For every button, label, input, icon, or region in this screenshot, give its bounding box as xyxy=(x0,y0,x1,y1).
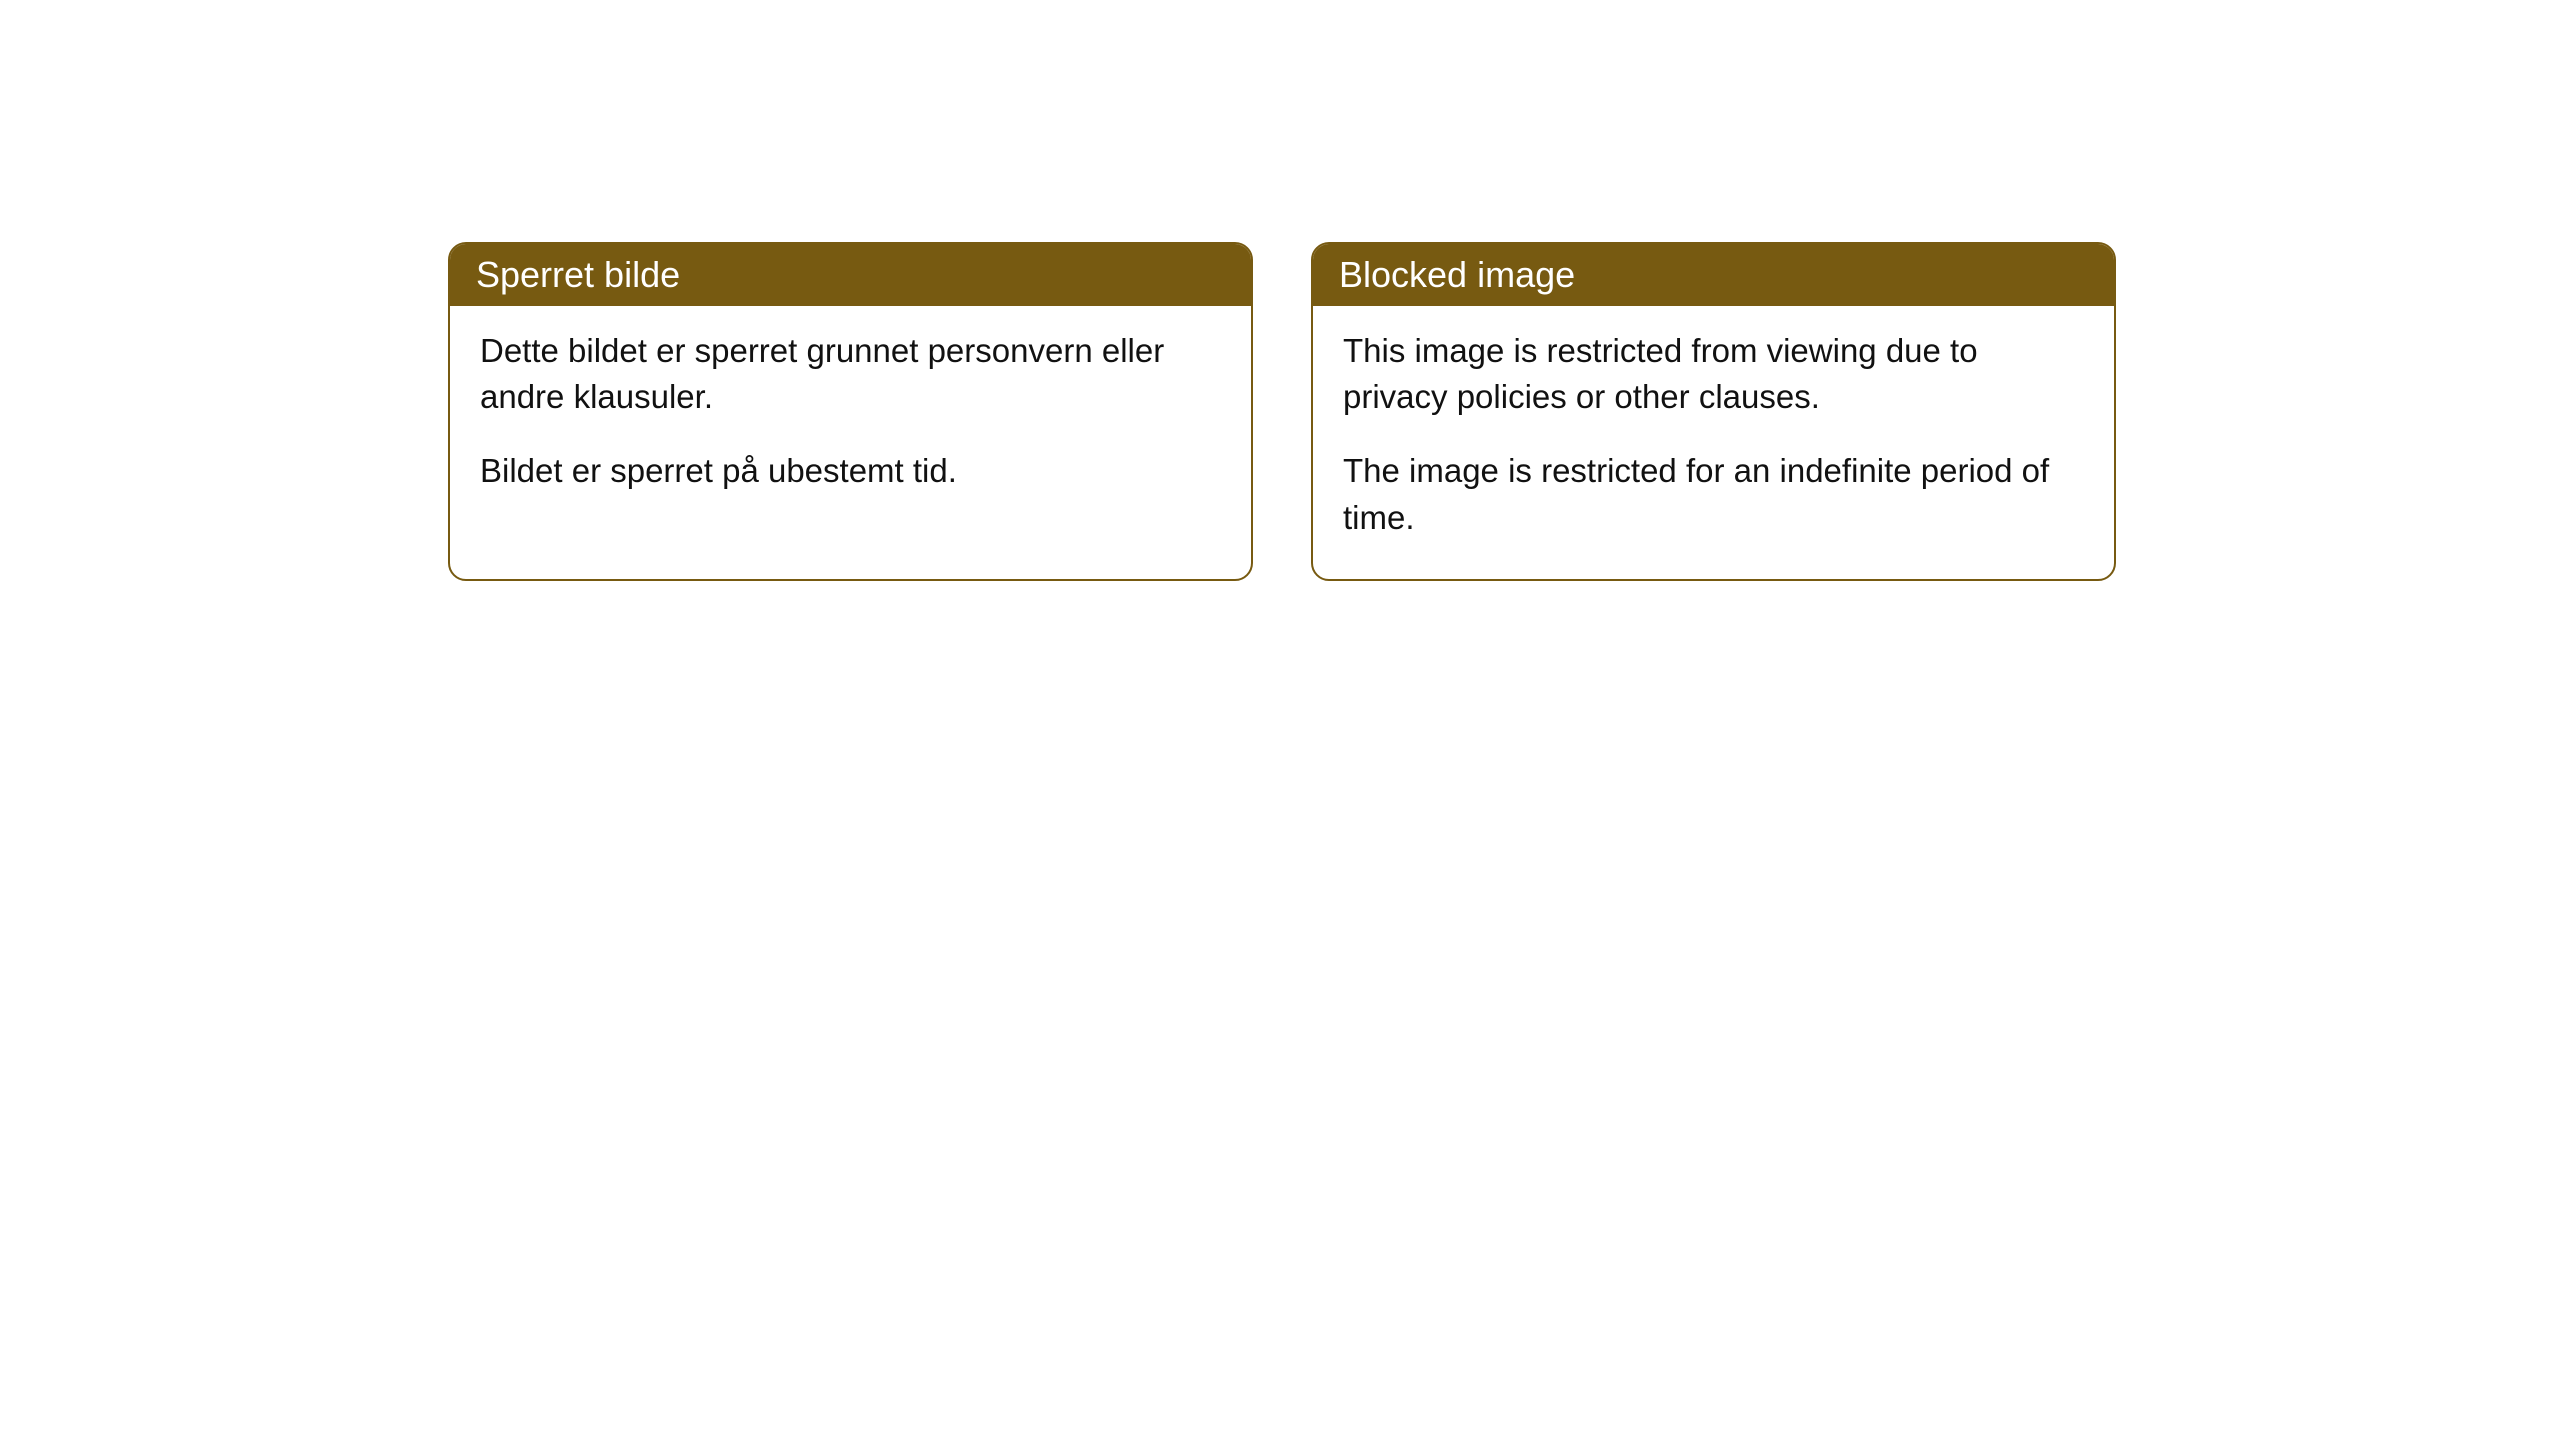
card-paragraph: Bildet er sperret på ubestemt tid. xyxy=(480,448,1221,494)
card-body: This image is restricted from viewing du… xyxy=(1313,306,2114,579)
card-paragraph: Dette bildet er sperret grunnet personve… xyxy=(480,328,1221,420)
card-title: Blocked image xyxy=(1339,254,1575,295)
cards-container: Sperret bilde Dette bildet er sperret gr… xyxy=(448,242,2116,581)
card-title: Sperret bilde xyxy=(476,254,680,295)
blocked-image-card-en: Blocked image This image is restricted f… xyxy=(1311,242,2116,581)
card-paragraph: The image is restricted for an indefinit… xyxy=(1343,448,2084,540)
card-body: Dette bildet er sperret grunnet personve… xyxy=(450,306,1251,533)
card-header: Blocked image xyxy=(1313,244,2114,306)
blocked-image-card-no: Sperret bilde Dette bildet er sperret gr… xyxy=(448,242,1253,581)
card-paragraph: This image is restricted from viewing du… xyxy=(1343,328,2084,420)
card-header: Sperret bilde xyxy=(450,244,1251,306)
